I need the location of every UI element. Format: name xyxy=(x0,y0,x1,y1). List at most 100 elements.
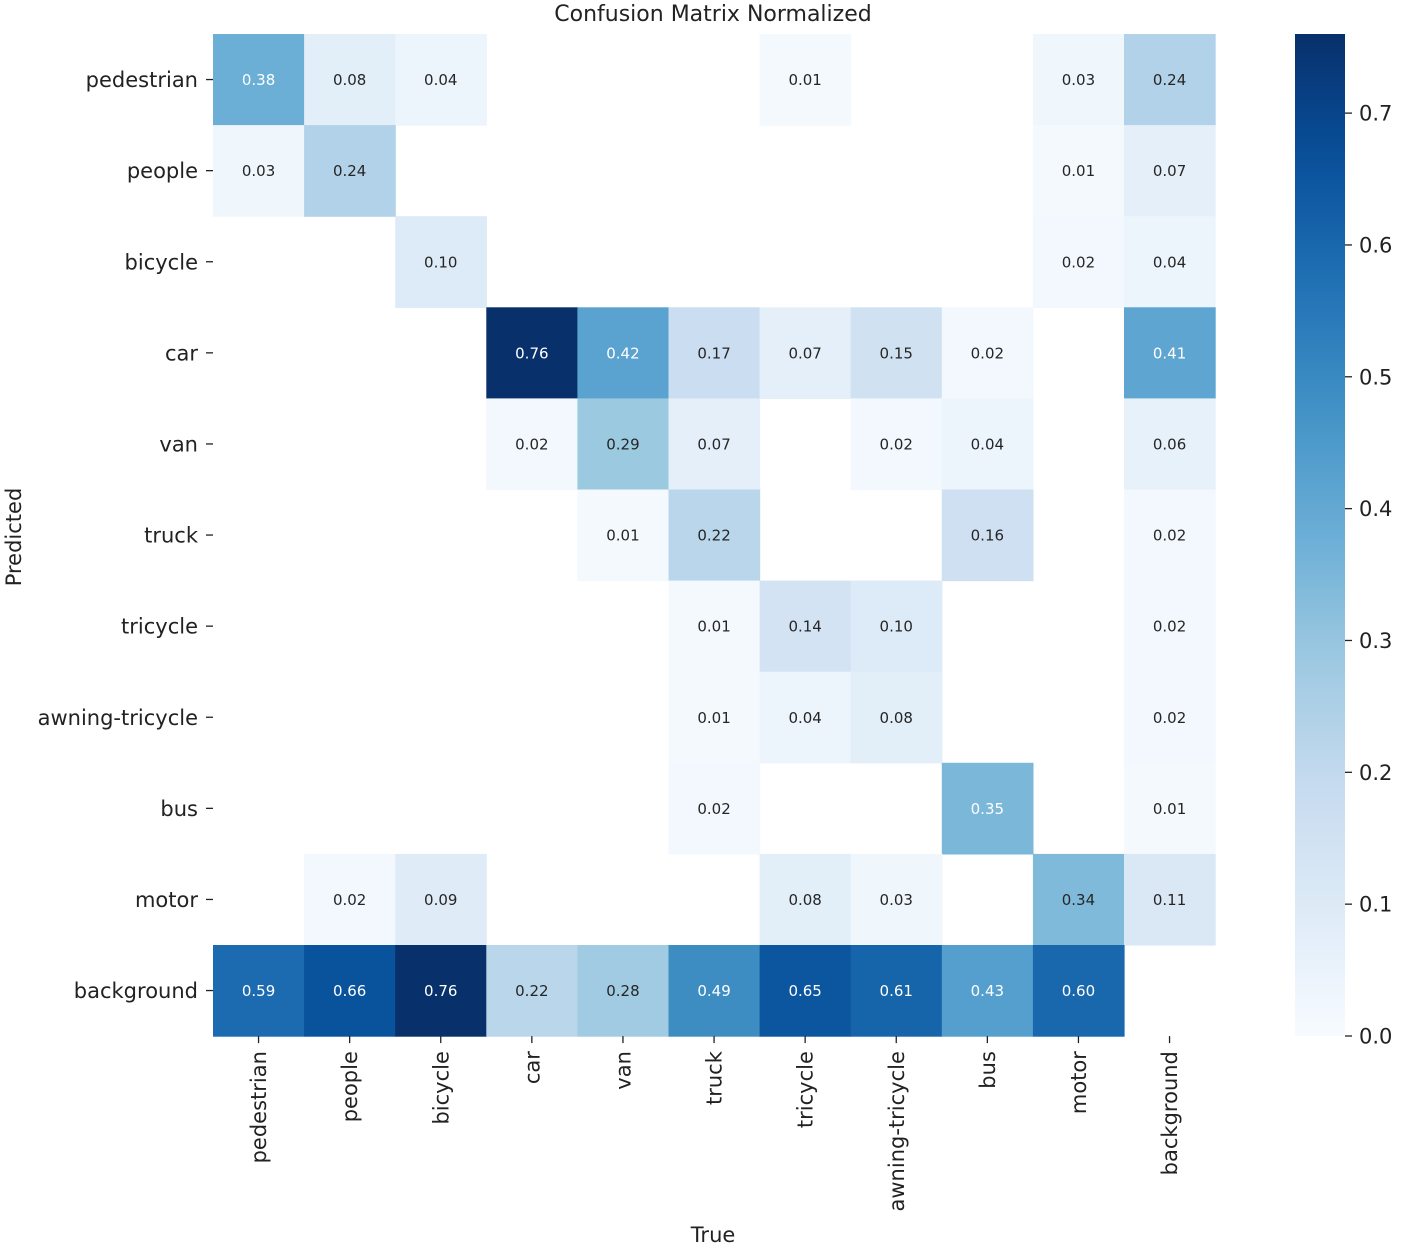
heatmap-cell xyxy=(850,853,943,946)
cell-value-label: 0.29 xyxy=(606,435,639,453)
cell-value-label: 0.03 xyxy=(880,891,913,909)
heatmap-cell xyxy=(395,945,487,1037)
cell-value-label: 0.02 xyxy=(1153,618,1186,636)
heatmap-cell xyxy=(1124,853,1216,946)
heatmap-cell xyxy=(759,307,852,399)
heatmap-cell xyxy=(759,671,852,764)
cell-value-label: 0.02 xyxy=(1153,709,1186,727)
cell-value-label: 0.02 xyxy=(971,344,1004,362)
heatmap-cell xyxy=(304,34,396,126)
colorbar-tick-label: 0.7 xyxy=(1359,102,1392,126)
heatmap-cell xyxy=(577,945,670,1037)
cell-value-label: 0.02 xyxy=(697,800,730,818)
heatmap-cell xyxy=(941,489,1034,582)
cell-value-label: 0.59 xyxy=(242,982,275,1000)
y-tick-label: tricycle xyxy=(121,615,198,639)
y-axis-label: Predicted xyxy=(2,488,26,587)
heatmap-cell xyxy=(850,671,943,764)
cell-value-label: 0.76 xyxy=(424,982,457,1000)
heatmap-cell xyxy=(213,125,305,217)
heatmap-cell xyxy=(1124,125,1216,217)
cell-value-label: 0.01 xyxy=(606,527,639,545)
y-tick-label: van xyxy=(159,432,198,456)
colorbar-tick-label: 0.0 xyxy=(1359,1025,1392,1049)
heatmap-cell xyxy=(486,945,578,1037)
cell-value-label: 0.08 xyxy=(880,709,913,727)
heatmap-cell xyxy=(850,945,943,1037)
cell-value-label: 0.38 xyxy=(242,71,275,89)
heatmap-cell xyxy=(1124,580,1216,673)
y-tick-label: awning-tricycle xyxy=(38,706,198,730)
heatmap-cell xyxy=(850,307,943,399)
colorbar-tick-label: 0.5 xyxy=(1359,365,1392,389)
heatmap-cell xyxy=(1124,307,1216,399)
cell-value-label: 0.07 xyxy=(788,344,821,362)
heatmap-cell xyxy=(941,398,1034,491)
y-tick-label: people xyxy=(127,159,198,183)
cell-value-label: 0.24 xyxy=(333,162,366,180)
colorbar-tick-label: 0.1 xyxy=(1359,893,1392,917)
cell-value-label: 0.22 xyxy=(515,982,548,1000)
y-tick-label: background xyxy=(74,979,198,1003)
heatmap-cell xyxy=(759,34,852,126)
x-tick-label: tricycle xyxy=(794,1051,818,1128)
cell-value-label: 0.10 xyxy=(424,253,457,271)
x-tick-label: motor xyxy=(1067,1051,1091,1114)
heatmap-cell xyxy=(395,34,487,126)
x-tick-label: bicycle xyxy=(429,1051,453,1124)
heatmap-cell xyxy=(668,489,761,582)
heatmap-cell xyxy=(213,34,305,126)
cell-value-label: 0.34 xyxy=(1062,891,1095,909)
cell-value-label: 0.01 xyxy=(1153,800,1186,818)
cell-value-label: 0.60 xyxy=(1062,982,1095,1000)
cell-value-label: 0.04 xyxy=(1153,253,1186,271)
y-tick-label: bicycle xyxy=(125,250,198,274)
heatmap-cell xyxy=(668,671,761,764)
heatmap-cell xyxy=(1124,762,1216,855)
cell-value-label: 0.66 xyxy=(333,982,366,1000)
heatmap-cell xyxy=(486,398,578,491)
cell-value-label: 0.03 xyxy=(242,162,275,180)
heatmap-cell xyxy=(1032,853,1125,946)
cell-value-label: 0.17 xyxy=(697,344,730,362)
heatmap-cell xyxy=(759,853,852,946)
x-tick-label: van xyxy=(611,1051,635,1090)
heatmap-cell xyxy=(1124,671,1216,764)
cell-value-label: 0.42 xyxy=(606,344,639,362)
y-tick-label: pedestrian xyxy=(86,68,198,92)
heatmap-cell xyxy=(759,945,852,1037)
heatmap-cell xyxy=(1124,489,1216,582)
cell-value-label: 0.07 xyxy=(697,435,730,453)
heatmap-cell xyxy=(941,762,1034,855)
heatmap-cell xyxy=(941,307,1034,399)
x-tick-label: background xyxy=(1158,1051,1182,1175)
heatmap-cell xyxy=(1124,216,1216,308)
heatmap-cell xyxy=(213,945,305,1037)
x-axis-ticks: pedestrian people bicycle car van truck tricyc… xyxy=(247,1036,1182,1211)
cell-value-label: 0.04 xyxy=(788,709,821,727)
cell-value-label: 0.43 xyxy=(971,982,1004,1000)
heatmap-cell xyxy=(668,762,761,855)
cell-value-label: 0.35 xyxy=(971,800,1004,818)
cell-value-label: 0.02 xyxy=(880,435,913,453)
heatmap-cell xyxy=(1124,34,1216,126)
colorbar-ticks: 0.0 0.1 0.2 0.3 0.4 0.5 0.6 0.7 xyxy=(1345,102,1392,1049)
y-tick-label: motor xyxy=(135,888,198,912)
heatmap-cell xyxy=(304,125,396,217)
x-tick-label: people xyxy=(338,1051,362,1122)
cell-value-label: 0.65 xyxy=(788,982,821,1000)
heatmap-cell xyxy=(668,580,761,673)
cell-value-label: 0.14 xyxy=(788,618,821,636)
heatmap-cell xyxy=(850,398,943,491)
heatmap-cell xyxy=(668,945,761,1037)
colorbar xyxy=(1295,34,1345,1036)
x-tick-label: pedestrian xyxy=(247,1051,271,1163)
heatmap-cell xyxy=(1032,216,1125,308)
x-tick-label: car xyxy=(520,1051,544,1084)
y-tick-label: car xyxy=(165,341,198,365)
cell-value-label: 0.28 xyxy=(606,982,639,1000)
heatmap-cell xyxy=(577,489,670,582)
cell-value-label: 0.41 xyxy=(1153,344,1186,362)
heatmap-cell xyxy=(1032,945,1125,1037)
